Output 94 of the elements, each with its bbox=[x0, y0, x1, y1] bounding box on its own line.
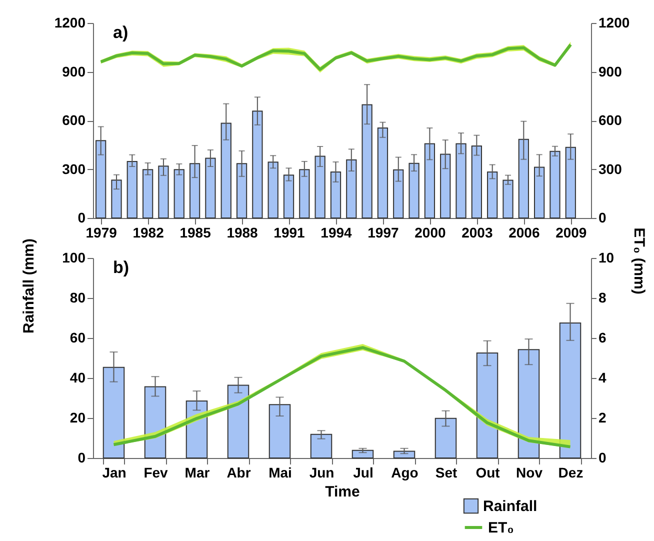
bar bbox=[268, 404, 291, 458]
bar bbox=[346, 159, 357, 218]
bar bbox=[559, 322, 582, 458]
y-tick-label: 80 bbox=[70, 290, 86, 306]
y2-tick-label: 0 bbox=[598, 210, 606, 226]
x-tick-label: Jan bbox=[102, 464, 126, 480]
bar bbox=[142, 169, 154, 218]
x-tick-label: 1991 bbox=[274, 224, 306, 240]
x-tick-label: Nov bbox=[516, 464, 543, 480]
y2-axis-title: ET₀ (mm) bbox=[630, 228, 648, 294]
y-tick-label: 40 bbox=[70, 370, 86, 386]
y2-tick-label: 6 bbox=[598, 330, 606, 346]
x-tick-label: 2000 bbox=[414, 224, 446, 240]
bar bbox=[144, 386, 166, 458]
y-tick-label: 1200 bbox=[54, 14, 86, 30]
y2-tick-label: 0 bbox=[598, 450, 606, 466]
bar bbox=[565, 146, 576, 218]
bar bbox=[220, 122, 232, 218]
bar bbox=[476, 352, 498, 458]
bar bbox=[362, 104, 372, 218]
bar bbox=[487, 172, 498, 218]
bar bbox=[456, 143, 466, 218]
bar bbox=[205, 158, 216, 218]
x-tick-label: 1997 bbox=[368, 224, 399, 240]
y2-tick-label: 8 bbox=[598, 290, 606, 306]
y-axis-title: Rainfall (mm) bbox=[20, 238, 38, 334]
x-tick-label: Jul bbox=[353, 464, 374, 480]
y-tick-label: 900 bbox=[62, 63, 86, 80]
x-tick-label: Mai bbox=[268, 464, 292, 480]
bar bbox=[330, 172, 342, 218]
bar bbox=[102, 366, 125, 458]
bar bbox=[299, 169, 310, 218]
x-tick-label: 2003 bbox=[462, 224, 493, 240]
legend-label: Rainfall bbox=[483, 498, 538, 515]
bar bbox=[393, 169, 404, 218]
bar bbox=[174, 169, 184, 218]
y2-tick-label: 2 bbox=[598, 410, 606, 426]
y2-tick-label: 900 bbox=[598, 63, 622, 80]
x-tick-label: Jun bbox=[309, 464, 334, 480]
chart-title: b) bbox=[113, 258, 130, 277]
bar bbox=[252, 110, 263, 218]
bar bbox=[268, 162, 278, 218]
y2-tick-label: 600 bbox=[598, 112, 622, 128]
y2-tick-label: 300 bbox=[598, 160, 622, 177]
bar bbox=[283, 174, 294, 218]
x-tick-label: Dez bbox=[558, 464, 584, 480]
bar bbox=[352, 450, 374, 458]
x-tick-label: Set bbox=[435, 464, 458, 480]
bar bbox=[111, 180, 122, 218]
bar bbox=[377, 127, 388, 218]
legend-label: ET₀ bbox=[488, 520, 514, 536]
bar bbox=[189, 163, 200, 218]
bar bbox=[96, 140, 106, 218]
x-tick-label: Fev bbox=[144, 464, 168, 480]
x-tick-label: 1979 bbox=[86, 224, 118, 240]
chart-title: a) bbox=[113, 23, 128, 42]
y-tick-label: 20 bbox=[70, 410, 86, 426]
y-tick-label: 300 bbox=[62, 160, 86, 177]
bar bbox=[434, 418, 457, 458]
y2-tick-label: 4 bbox=[598, 370, 606, 386]
y-tick-label: 600 bbox=[62, 112, 86, 128]
y2-tick-label: 1200 bbox=[598, 14, 630, 30]
bar bbox=[408, 162, 420, 218]
x-tick-label: 2006 bbox=[508, 224, 540, 240]
bar bbox=[440, 154, 451, 218]
x-tick-label: 2009 bbox=[556, 224, 587, 240]
bar bbox=[518, 349, 540, 458]
y-tick-label: 100 bbox=[62, 250, 86, 266]
x-tick-label: 1988 bbox=[226, 224, 258, 240]
bar bbox=[424, 143, 436, 218]
bar bbox=[471, 146, 482, 218]
bar bbox=[518, 138, 529, 218]
x-tick-label: Out bbox=[476, 464, 500, 480]
bar bbox=[158, 166, 169, 218]
bar bbox=[534, 166, 545, 218]
bar bbox=[502, 180, 514, 218]
x-tick-label: Abr bbox=[226, 464, 252, 480]
x-tick-label: 1982 bbox=[132, 224, 164, 240]
bar bbox=[310, 434, 332, 458]
y-tick-label: 0 bbox=[78, 450, 86, 466]
y-tick-label: 0 bbox=[78, 210, 86, 226]
bar bbox=[126, 160, 138, 218]
bar bbox=[393, 450, 416, 458]
x-tick-label: 1985 bbox=[180, 224, 212, 240]
bar bbox=[314, 156, 326, 218]
x-tick-label: 1994 bbox=[320, 224, 352, 240]
x-tick-label: Ago bbox=[391, 464, 418, 480]
bar bbox=[227, 384, 250, 458]
y2-tick-label: 10 bbox=[598, 250, 614, 266]
y-tick-label: 60 bbox=[70, 330, 86, 346]
bar bbox=[236, 163, 248, 218]
x-tick-label: Mar bbox=[184, 464, 210, 480]
bar bbox=[550, 150, 560, 218]
x-axis-title: Time bbox=[325, 484, 360, 500]
